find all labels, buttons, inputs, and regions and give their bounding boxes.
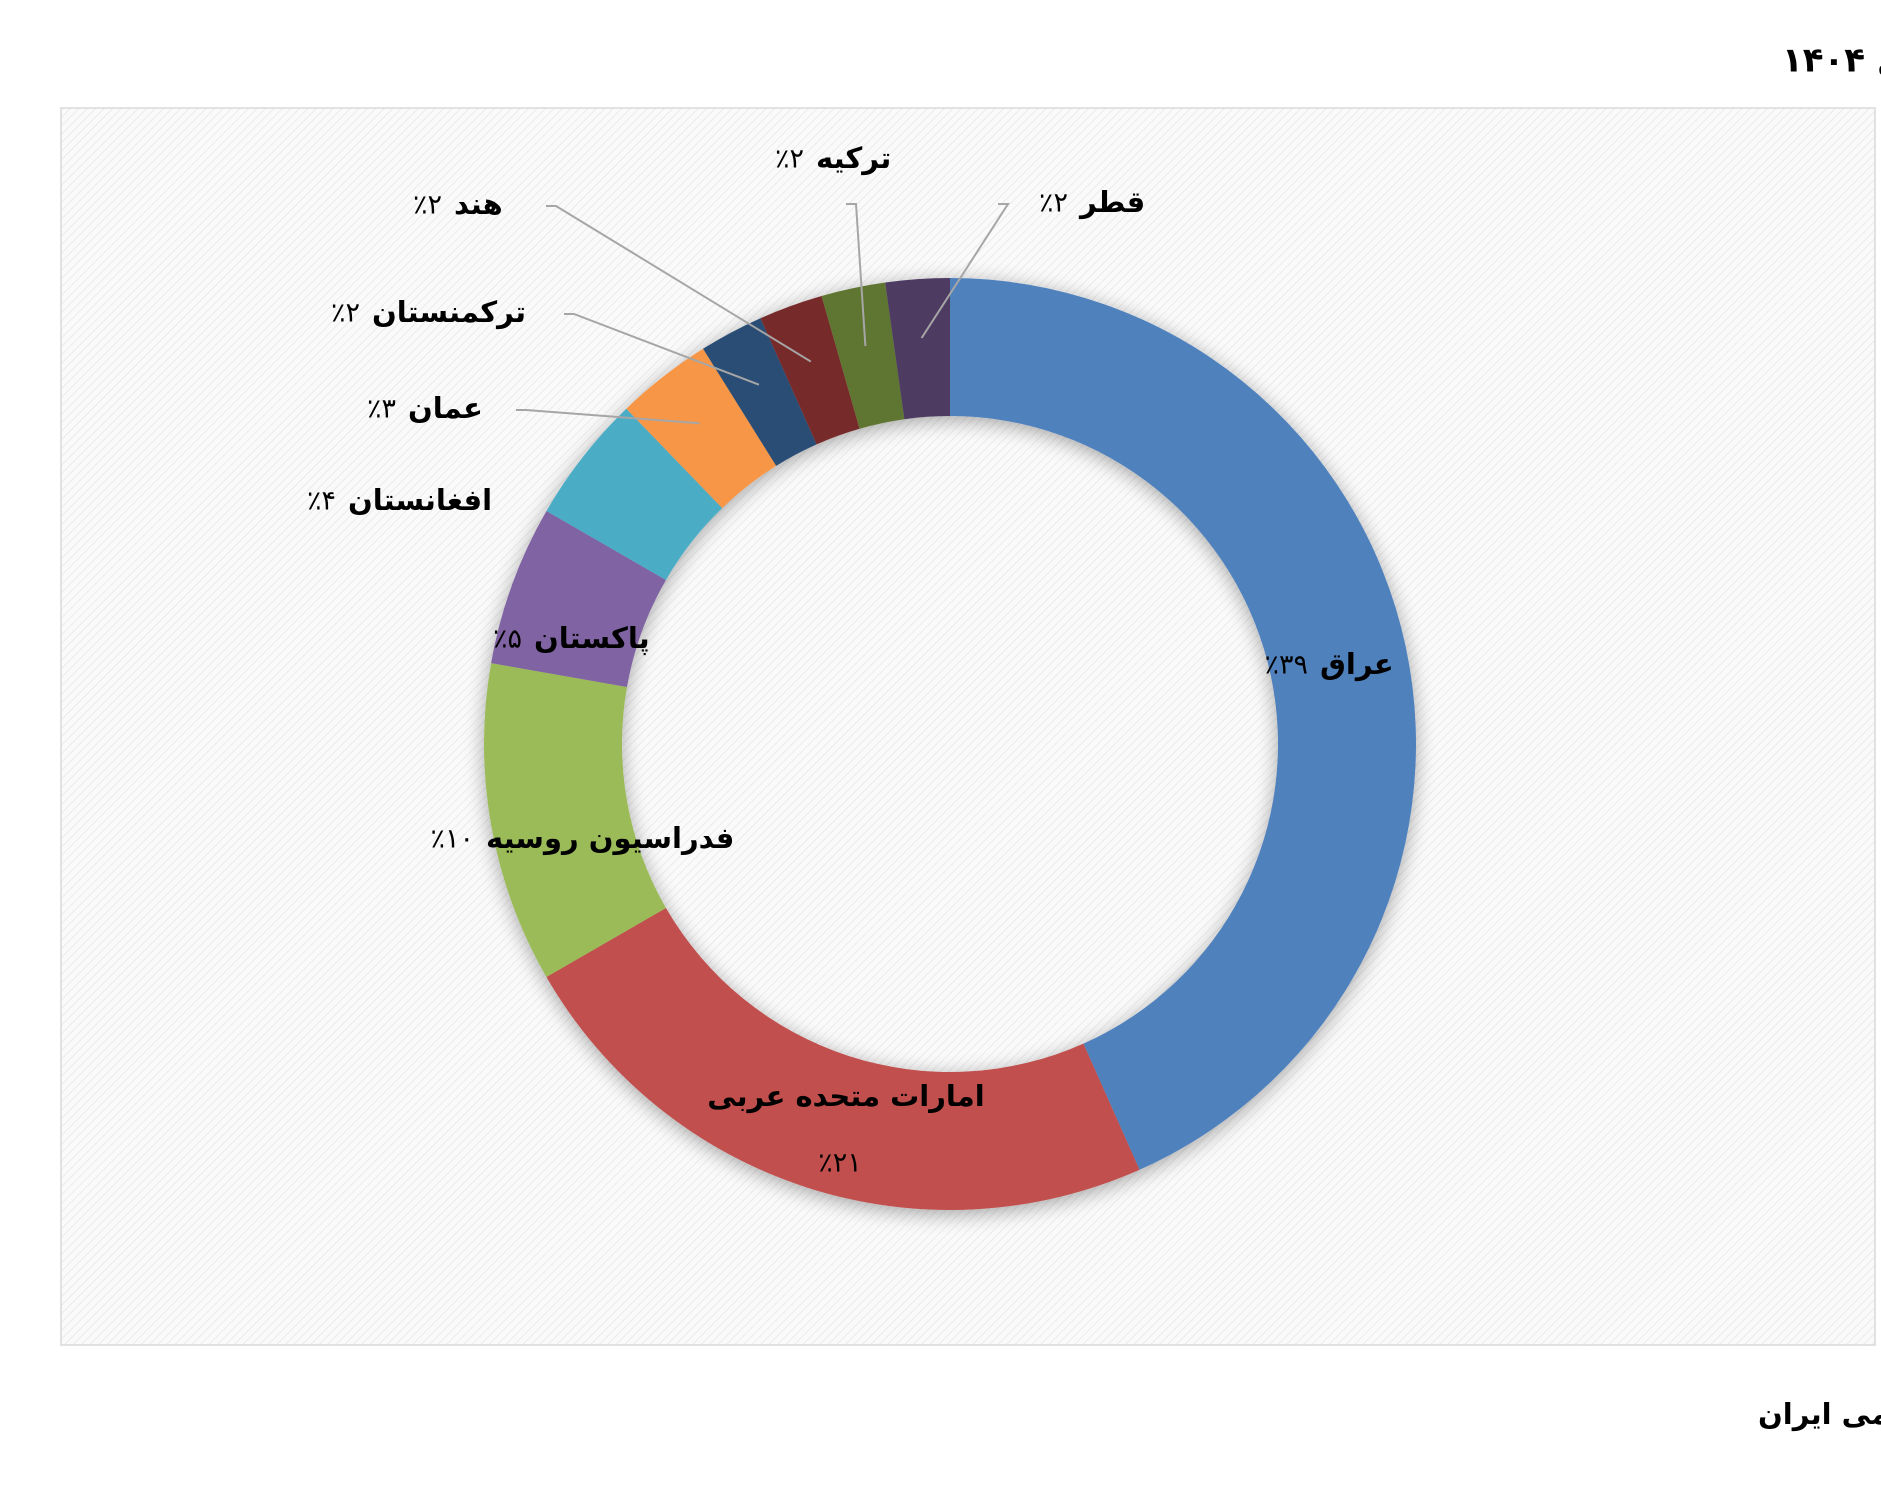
data-label-value: ٪۲ bbox=[1039, 188, 1068, 219]
donut-slice bbox=[885, 278, 950, 420]
leader-line bbox=[846, 203, 867, 346]
data-label-name: امارات متحده عربی bbox=[707, 1079, 984, 1113]
data-label-value: ٪۲ bbox=[331, 298, 360, 329]
source-note: محاسبات مرکز ملی مطالعات راهبردی کشاورزی… bbox=[1758, 1396, 1881, 1431]
data-label-name: قطر bbox=[1078, 185, 1145, 219]
donut-slice bbox=[491, 511, 666, 688]
chart-title: نمودار ۱- سهم ده مقصد مهم صادراتی محصولا… bbox=[1782, 41, 1881, 81]
data-label-value: ٪۵ bbox=[493, 624, 522, 655]
donut bbox=[484, 278, 1416, 1210]
data-label-name: ترکیه bbox=[816, 141, 891, 175]
data-label-value: ٪۱۰ bbox=[430, 824, 474, 855]
data-label-name: عمان bbox=[408, 391, 483, 425]
donut-slice bbox=[760, 296, 860, 445]
data-label-name: پاکستان bbox=[534, 621, 650, 656]
donut-slice bbox=[484, 663, 666, 977]
data-label-name: هند bbox=[454, 187, 503, 221]
leader-line bbox=[920, 203, 1010, 339]
data-label-value: ٪۲۱ bbox=[818, 1148, 862, 1179]
data-label-value: ٪۳ bbox=[367, 394, 396, 425]
data-label-value: ٪۴ bbox=[307, 486, 336, 517]
data-label-value: ٪۳۹ bbox=[1264, 650, 1308, 681]
data-label-value: ٪۲ bbox=[413, 190, 442, 221]
donut-slice bbox=[546, 408, 723, 580]
leader-line bbox=[564, 313, 760, 386]
leader-line bbox=[516, 409, 700, 425]
data-label-name: فدراسیون روسیه bbox=[486, 821, 734, 855]
donut-slice bbox=[950, 278, 1416, 1170]
donut-slice bbox=[546, 908, 1140, 1210]
data-label-value: ٪۲ bbox=[775, 144, 804, 175]
data-label-name: افغانستان bbox=[348, 483, 492, 517]
donut-slice bbox=[703, 318, 817, 466]
donut-slice bbox=[626, 348, 777, 509]
data-label-name: عراق bbox=[1320, 647, 1394, 681]
donut-slice bbox=[821, 282, 905, 429]
data-label-name: ترکمنستان bbox=[372, 295, 526, 329]
leader-line bbox=[546, 205, 812, 363]
